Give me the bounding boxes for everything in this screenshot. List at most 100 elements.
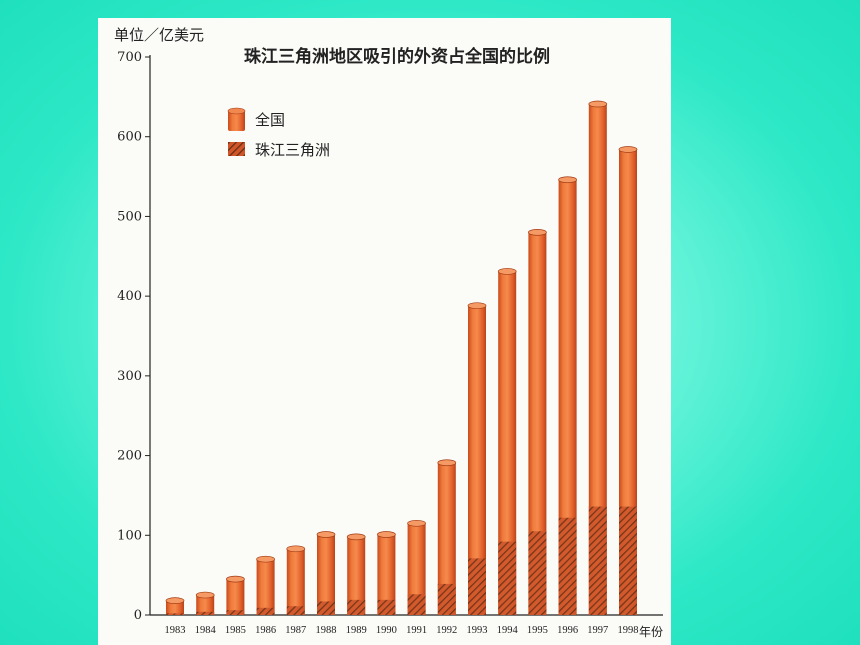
y-tick-label: 200 (117, 449, 142, 464)
y-tick-label: 0 (134, 608, 142, 623)
x-tick-label: 1998 (618, 625, 639, 636)
y-tick-label: 600 (117, 130, 142, 145)
bar-prd (588, 506, 607, 615)
bar-group-1991 (407, 519, 426, 615)
bar-national (317, 534, 335, 615)
x-tick-label: 1985 (225, 625, 246, 636)
bar-prd (166, 613, 184, 615)
bar-national-top-cap (588, 100, 608, 108)
bar-national-top-cap (618, 146, 638, 153)
bar-prd (347, 599, 366, 615)
bar-group-1995 (528, 229, 547, 615)
bar-prd (468, 558, 486, 615)
bar-national (226, 579, 245, 615)
bar-national-top-cap (165, 597, 185, 605)
bar-national-top-cap (195, 591, 215, 599)
bar-prd (317, 601, 335, 615)
bar-national (498, 271, 517, 615)
x-tick-label: 1996 (557, 625, 578, 636)
bar-national-top-cap (286, 545, 306, 553)
bar-national-top-cap (558, 176, 577, 184)
chart-title: 珠江三角洲地区吸引的外资占全国的比例 (244, 46, 550, 67)
bar-group-1998 (618, 146, 638, 615)
bars-group (165, 100, 638, 615)
y-tick-label: 100 (117, 528, 142, 543)
bar-group-1993 (467, 302, 487, 615)
bar-group-1988 (316, 531, 336, 615)
bar-national-top-cap (346, 533, 366, 541)
x-tick-label: 1983 (165, 625, 186, 636)
bar-national-top-cap (467, 302, 487, 310)
bar-national (196, 595, 215, 615)
bar-prd (196, 611, 215, 615)
legend-label-national: 全国 (255, 111, 285, 129)
legend-label-prd: 珠江三角洲 (255, 141, 330, 159)
bar-national (347, 536, 366, 615)
bar-group-1992 (437, 459, 457, 615)
bar-prd (226, 610, 245, 615)
bar-prd (256, 607, 275, 615)
bar-national-top-cap (407, 519, 426, 527)
bar-prd (437, 583, 456, 615)
bar-national (528, 232, 547, 615)
chart-panel: 单位／亿美元 珠江三角洲地区吸引的外资占全国的比例 0 100 200 300 400 5… (98, 18, 671, 645)
bar-national-top-cap (437, 459, 457, 467)
x-tick-label: 1984 (195, 625, 217, 636)
y-tick-label: 700 (117, 50, 142, 65)
bar-national (377, 534, 396, 615)
bar-prd (558, 517, 577, 615)
bar-group-1987 (286, 545, 306, 615)
bar-group-1983 (165, 597, 185, 615)
x-tick-label: 1994 (497, 625, 519, 636)
bar-national (286, 548, 305, 615)
bar-national (407, 523, 426, 615)
bar-national-top-cap (226, 575, 245, 583)
bar-prd (528, 531, 547, 615)
bar-group-1990 (377, 531, 396, 615)
x-tick-label: 1987 (285, 625, 306, 636)
bar-group-1985 (226, 575, 245, 615)
legend-item-prd: 珠江三角洲 (228, 141, 330, 159)
y-tick-label: 300 (117, 369, 142, 384)
x-tick-label: 1986 (255, 625, 276, 636)
x-tick-label: 1997 (587, 625, 608, 636)
bar-national (437, 462, 456, 615)
legend-swatch-national-top (227, 107, 246, 115)
bar-national (468, 305, 486, 615)
bar-national-top-cap (256, 555, 275, 563)
bar-national (619, 149, 637, 615)
bar-prd (377, 599, 396, 615)
bar-group-1994 (497, 268, 517, 615)
bar-group-1984 (195, 591, 215, 615)
bar-prd (407, 594, 426, 615)
bar-national (558, 179, 577, 615)
bar-national (588, 104, 607, 615)
bar-national (166, 600, 184, 615)
x-tick-label: 1991 (406, 625, 427, 636)
bar-prd (498, 541, 517, 615)
bar-national-top-cap (316, 531, 336, 538)
legend: 全国 珠江三角洲 (227, 107, 330, 159)
bar-group-1996 (558, 176, 577, 615)
bar-group-1997 (588, 100, 608, 615)
bar-group-1989 (346, 533, 366, 615)
y-tick-label: 400 (117, 289, 142, 304)
x-tick-label: 1988 (316, 625, 337, 636)
bar-national-top-cap (377, 531, 396, 538)
x-tick-labels: 1983 1984 1985 1986 1987 1988 1989 1990 1991 1992… (165, 625, 639, 636)
x-tick-label: 1993 (467, 625, 488, 636)
bar-group-1986 (256, 555, 275, 615)
bar-prd (286, 606, 305, 615)
legend-swatch-prd (228, 142, 245, 156)
x-tick-label: 1992 (436, 625, 457, 636)
bar-chart: 单位／亿美元 珠江三角洲地区吸引的外资占全国的比例 0 100 200 300 400 5… (114, 26, 663, 639)
x-tick-label: 1989 (346, 625, 367, 636)
bar-prd (619, 506, 637, 615)
y-tick-label: 500 (117, 209, 142, 224)
bar-national-top-cap (528, 229, 547, 236)
legend-swatch-national (228, 111, 245, 131)
x-tick-label: 1990 (376, 625, 397, 636)
x-tick-label: 1995 (527, 625, 548, 636)
bar-national (256, 559, 275, 615)
legend-item-national: 全国 (227, 107, 285, 131)
